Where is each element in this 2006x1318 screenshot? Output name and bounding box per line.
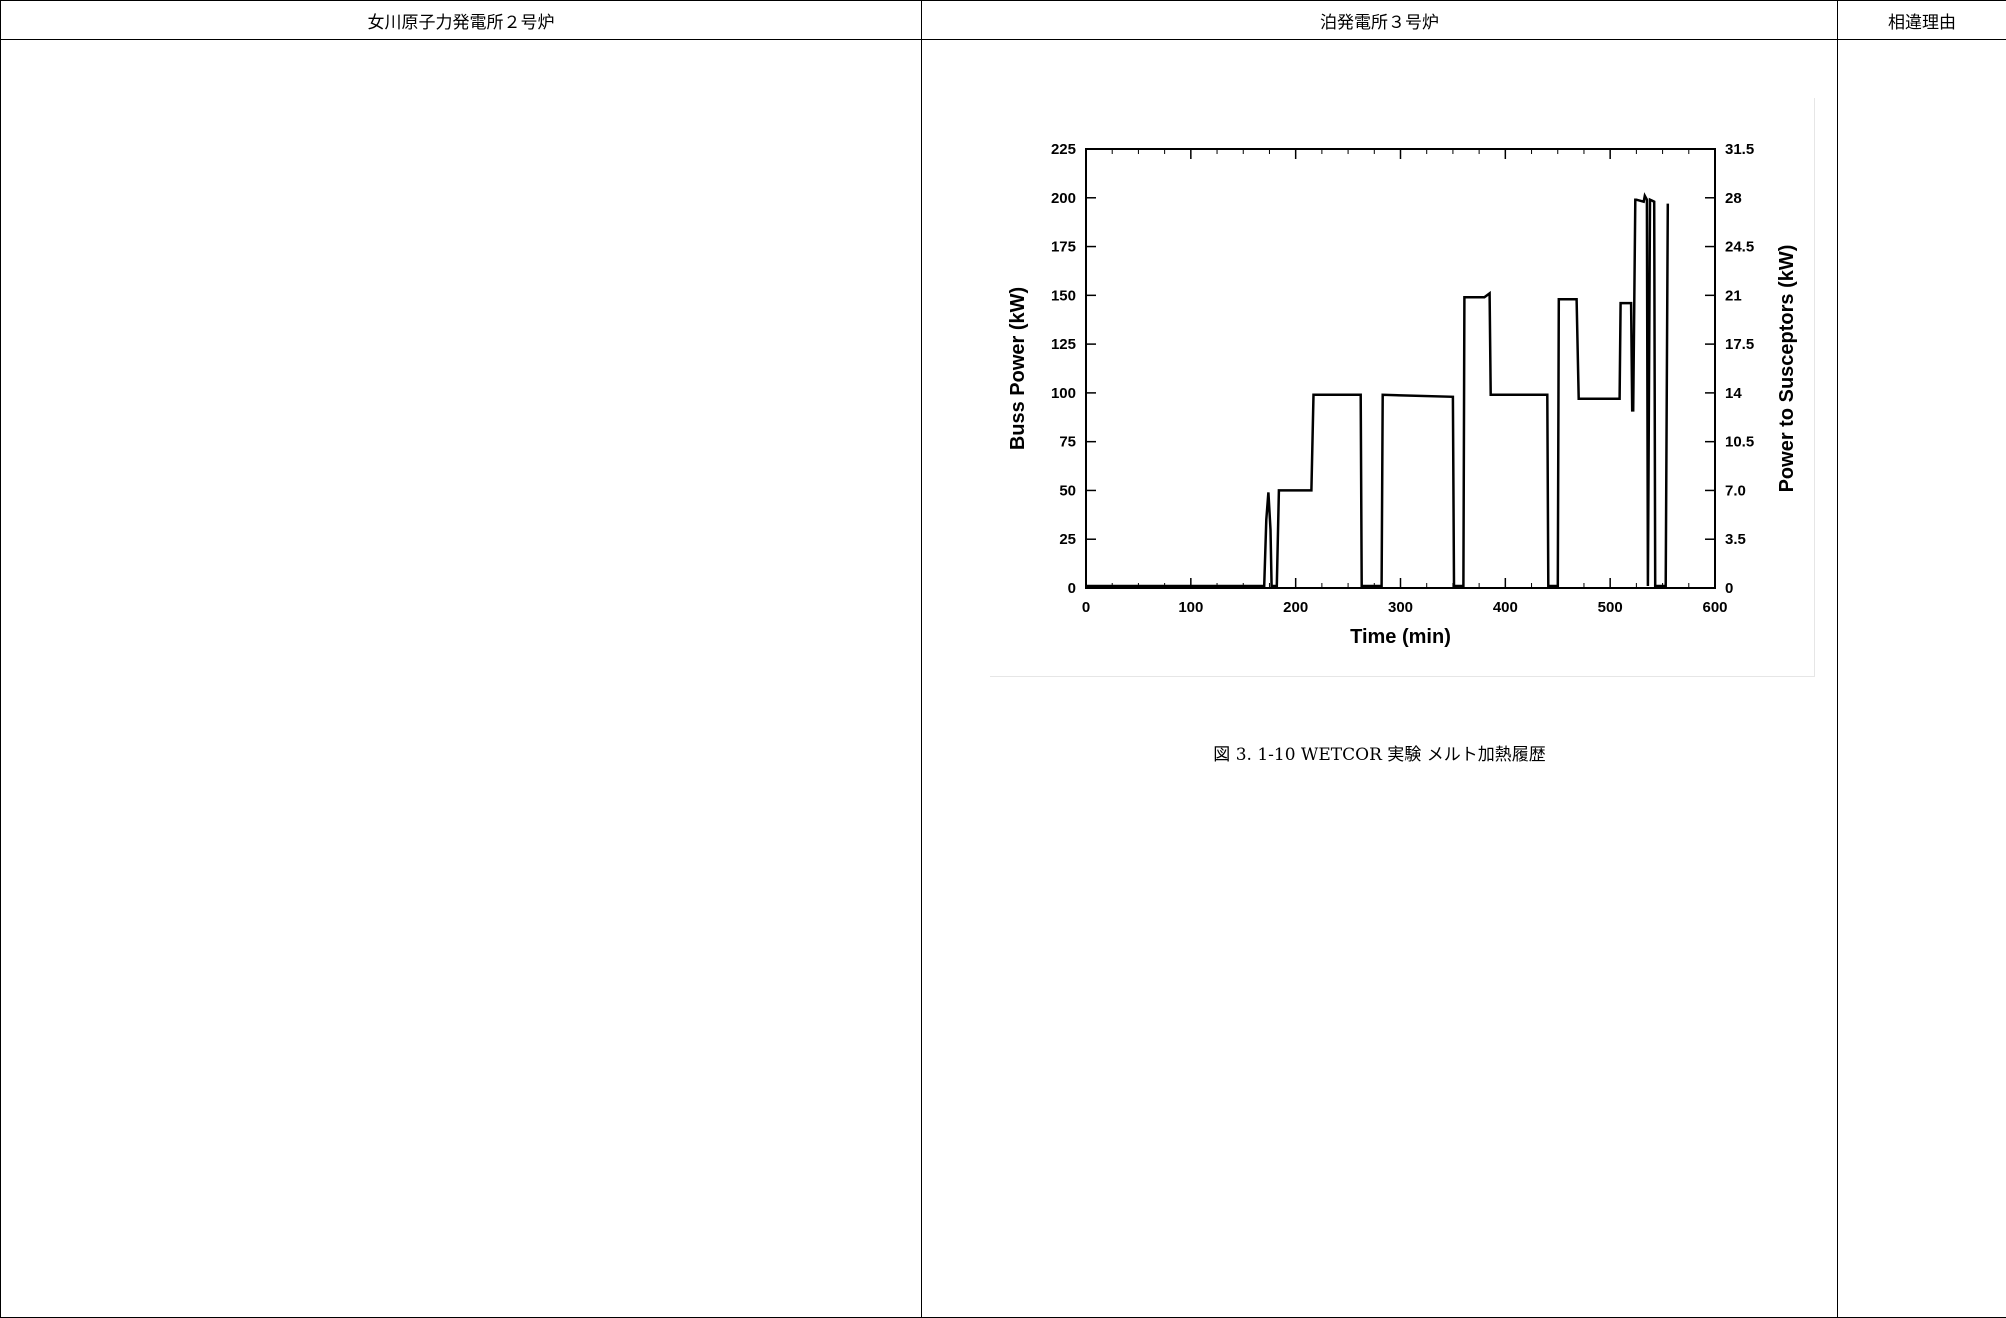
x-tick-label: 400 <box>1493 599 1518 616</box>
y-tick-label: 150 <box>1051 287 1076 304</box>
x-tick-label: 200 <box>1283 599 1308 616</box>
header-row: 女川原子力発電所２号炉 泊発電所３号炉 相違理由 <box>0 0 2006 40</box>
x-tick-label: 100 <box>1178 599 1203 616</box>
content-row: 0 100 200 300 400 500 600 0 0 25 3.5 50 7.0 75 10.5 100… <box>0 39 2006 1318</box>
y2-tick-label: 3.5 <box>1725 531 1746 548</box>
x-tick-label: 0 <box>1082 599 1090 616</box>
y-tick-label: 200 <box>1051 190 1076 207</box>
y-tick-label: 175 <box>1051 239 1076 256</box>
y2-tick-label: 0 <box>1725 580 1733 597</box>
header-onagawa: 女川原子力発電所２号炉 <box>0 0 922 40</box>
y-tick-label: 25 <box>1059 531 1076 548</box>
y2-axis-label: Power to Susceptors (kW) <box>1776 245 1798 493</box>
y2-tick-label: 14 <box>1725 385 1742 402</box>
y2-tick-label: 31.5 <box>1725 141 1754 158</box>
y2-tick-label: 28 <box>1725 190 1742 207</box>
y2-tick-label: 7.0 <box>1725 482 1746 499</box>
y-axis-label: Buss Power (kW) <box>1007 287 1029 450</box>
y-tick-label: 75 <box>1059 434 1076 451</box>
y2-tick-label: 10.5 <box>1725 434 1754 451</box>
x-axis-label: Time (min) <box>1350 626 1451 648</box>
x-tick-label: 600 <box>1702 599 1727 616</box>
y-tick-label: 50 <box>1059 482 1076 499</box>
tomari-cell: 0 100 200 300 400 500 600 0 0 25 3.5 50 7.0 75 10.5 100… <box>921 39 1838 1318</box>
reason-cell <box>1837 39 2006 1318</box>
chart-figure: 0 100 200 300 400 500 600 0 0 25 3.5 50 7.0 75 10.5 100… <box>990 98 1815 677</box>
y-tick-label: 0 <box>1068 580 1076 597</box>
series-line-0 <box>1086 192 1670 588</box>
figure-caption: 図 3. 1-10 WETCOR 実験 メルト加熱履歴 <box>1213 745 1546 765</box>
y-tick-label: 225 <box>1051 141 1076 158</box>
x-tick-label: 300 <box>1388 599 1413 616</box>
y2-tick-label: 21 <box>1725 287 1742 304</box>
header-tomari: 泊発電所３号炉 <box>921 0 1838 40</box>
onagawa-cell <box>0 39 922 1318</box>
y2-tick-label: 17.5 <box>1725 336 1754 353</box>
header-reason: 相違理由 <box>1837 0 2006 40</box>
y-tick-label: 125 <box>1051 336 1076 353</box>
y-tick-label: 100 <box>1051 385 1076 402</box>
x-tick-label: 500 <box>1598 599 1623 616</box>
y2-tick-label: 24.5 <box>1725 239 1754 256</box>
